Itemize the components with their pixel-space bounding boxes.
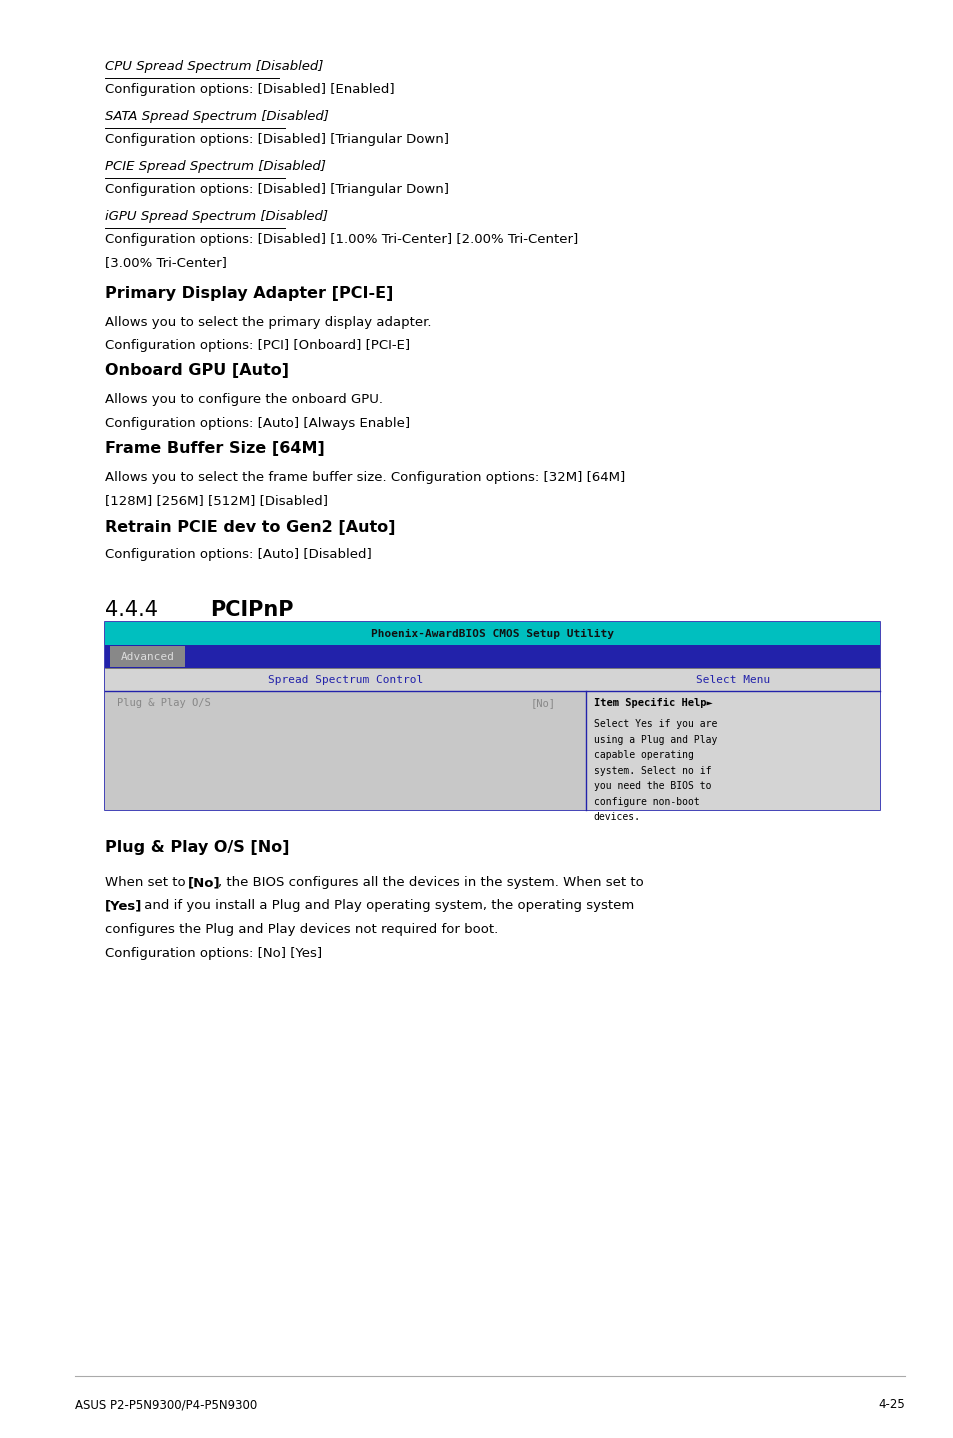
Text: configure non-boot: configure non-boot <box>593 797 699 807</box>
Text: Configuration options: [Disabled] [Enabled]: Configuration options: [Disabled] [Enabl… <box>105 83 395 96</box>
Text: Onboard GPU [Auto]: Onboard GPU [Auto] <box>105 362 289 378</box>
Text: Allows you to select the primary display adapter.: Allows you to select the primary display… <box>105 316 431 329</box>
Text: 4-25: 4-25 <box>878 1398 904 1411</box>
Text: [No]: [No] <box>530 697 555 707</box>
Bar <box>110 646 185 667</box>
Bar <box>585 692 879 810</box>
Text: Configuration options: [Disabled] [Triangular Down]: Configuration options: [Disabled] [Trian… <box>105 132 449 147</box>
Text: Configuration options: [Auto] [Disabled]: Configuration options: [Auto] [Disabled] <box>105 548 372 561</box>
Text: Spread Spectrum Control: Spread Spectrum Control <box>268 674 422 684</box>
Text: Configuration options: [Auto] [Always Enable]: Configuration options: [Auto] [Always En… <box>105 417 410 430</box>
Bar <box>105 692 585 810</box>
Text: PCIE Spread Spectrum [Disabled]: PCIE Spread Spectrum [Disabled] <box>105 160 326 173</box>
Text: [No]: [No] <box>188 876 220 889</box>
Text: Configuration options: [PCI] [Onboard] [PCI-E]: Configuration options: [PCI] [Onboard] [… <box>105 339 410 352</box>
Text: Select Menu: Select Menu <box>695 674 769 684</box>
Text: Configuration options: [No] [Yes]: Configuration options: [No] [Yes] <box>105 946 322 959</box>
Text: system. Select no if: system. Select no if <box>593 765 710 775</box>
Text: Plug & Play O/S [No]: Plug & Play O/S [No] <box>105 840 289 856</box>
Text: [Yes]: [Yes] <box>105 900 142 913</box>
Text: Retrain PCIE dev to Gen2 [Auto]: Retrain PCIE dev to Gen2 [Auto] <box>105 521 395 535</box>
Text: ASUS P2-P5N9300/P4-P5N9300: ASUS P2-P5N9300/P4-P5N9300 <box>75 1398 257 1411</box>
Text: devices.: devices. <box>593 812 639 823</box>
Text: configures the Plug and Play devices not required for boot.: configures the Plug and Play devices not… <box>105 923 497 936</box>
Text: using a Plug and Play: using a Plug and Play <box>593 735 716 745</box>
Text: Primary Display Adapter [PCI-E]: Primary Display Adapter [PCI-E] <box>105 286 393 301</box>
Text: 4.4.4: 4.4.4 <box>105 600 158 620</box>
Text: Allows you to select the frame buffer size. Configuration options: [32M] [64M]: Allows you to select the frame buffer si… <box>105 472 624 485</box>
Text: Frame Buffer Size [64M]: Frame Buffer Size [64M] <box>105 441 324 456</box>
Text: Item Specific Help►: Item Specific Help► <box>593 697 712 707</box>
Text: Allows you to configure the onboard GPU.: Allows you to configure the onboard GPU. <box>105 393 382 406</box>
Text: [3.00% Tri-Center]: [3.00% Tri-Center] <box>105 256 227 269</box>
Text: PCIPnP: PCIPnP <box>210 600 294 620</box>
Bar <box>105 623 879 810</box>
Text: Configuration options: [Disabled] [1.00% Tri-Center] [2.00% Tri-Center]: Configuration options: [Disabled] [1.00%… <box>105 233 578 246</box>
Text: iGPU Spread Spectrum [Disabled]: iGPU Spread Spectrum [Disabled] <box>105 210 328 223</box>
Bar <box>105 669 879 692</box>
Text: , the BIOS configures all the devices in the system. When set to: , the BIOS configures all the devices in… <box>218 876 643 889</box>
Text: CPU Spread Spectrum [Disabled]: CPU Spread Spectrum [Disabled] <box>105 60 323 73</box>
Text: SATA Spread Spectrum [Disabled]: SATA Spread Spectrum [Disabled] <box>105 109 329 124</box>
Text: Plug & Play O/S: Plug & Play O/S <box>117 697 211 707</box>
Bar <box>105 646 879 669</box>
Bar <box>105 623 879 646</box>
Text: capable operating: capable operating <box>593 751 693 761</box>
Text: and if you install a Plug and Play operating system, the operating system: and if you install a Plug and Play opera… <box>140 900 634 913</box>
Text: Configuration options: [Disabled] [Triangular Down]: Configuration options: [Disabled] [Trian… <box>105 183 449 196</box>
Text: Select Yes if you are: Select Yes if you are <box>593 719 716 729</box>
Text: you need the BIOS to: you need the BIOS to <box>593 781 710 791</box>
Text: When set to: When set to <box>105 876 190 889</box>
Text: [128M] [256M] [512M] [Disabled]: [128M] [256M] [512M] [Disabled] <box>105 495 328 508</box>
Text: Phoenix-AwardBIOS CMOS Setup Utility: Phoenix-AwardBIOS CMOS Setup Utility <box>371 628 614 638</box>
Text: Advanced: Advanced <box>120 651 174 661</box>
